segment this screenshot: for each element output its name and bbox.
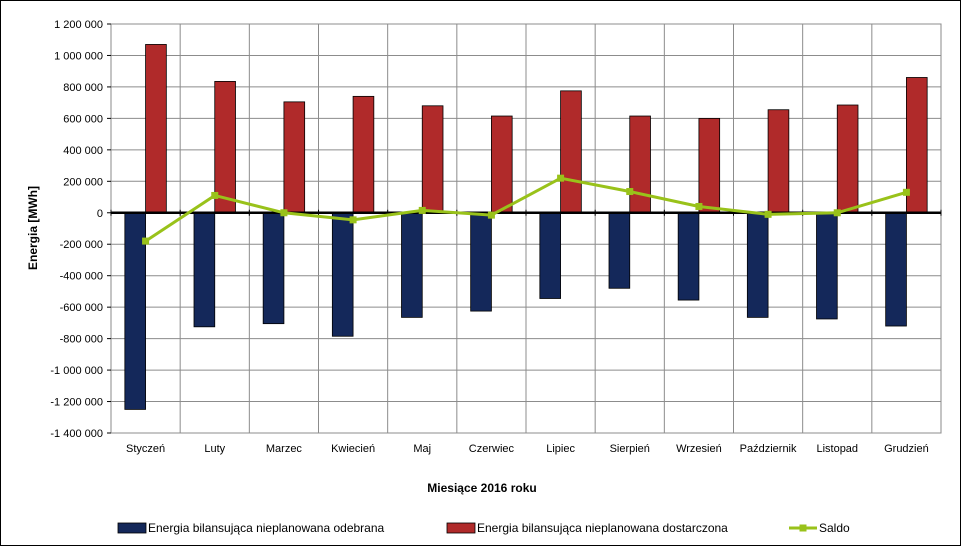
saldo-point [833, 209, 841, 217]
x-axis-title: Miesiące 2016 roku [427, 481, 536, 495]
y-tick-label: 800 000 [63, 82, 103, 94]
x-tick-label: Styczeń [126, 443, 165, 455]
saldo-point [280, 209, 288, 217]
y-tick-label: 200 000 [63, 176, 103, 188]
bar-odebrana [193, 212, 216, 328]
legend: Energia bilansująca nieplanowana odebran… [117, 521, 850, 535]
saldo-point [349, 216, 357, 224]
y-tick-labels: -1 400 000 -1 200 000 -1 000 000 -800 000 -6… [50, 19, 103, 440]
saldo-point [695, 202, 703, 210]
bar-odebrana [816, 212, 838, 320]
saldo-line [144, 176, 907, 243]
bar-dostarczona [145, 44, 167, 214]
saldo-point [211, 191, 219, 199]
y-axis-title: Energia [MWh] [26, 186, 40, 270]
x-tick-label: Grudzień [884, 443, 929, 455]
bar-odebrana [746, 212, 769, 318]
y-tick-label: -1 400 000 [50, 428, 103, 440]
bar-dostarczona [560, 90, 582, 214]
bar-odebrana [470, 212, 492, 312]
y-tick-label: -600 000 [60, 302, 103, 314]
y-tick-label: -800 000 [60, 334, 103, 346]
y-tick-label: 400 000 [63, 145, 103, 157]
saldo-point [487, 211, 495, 219]
legend-swatch-odebrana [117, 522, 147, 534]
saldo-point [418, 206, 426, 214]
bar-odebrana [885, 212, 907, 327]
y-tick-label: 1 200 000 [54, 19, 103, 31]
x-tick-label: Październik [740, 443, 797, 455]
x-tick-label: Kwiecień [331, 443, 375, 455]
y-tick-label: -1 200 000 [50, 397, 103, 409]
saldo-point [764, 210, 772, 218]
saldo-point [902, 188, 910, 196]
x-tick-labels: Styczeń Luty Marzec Kwiecień Maj Czerwiec Lipi… [126, 443, 929, 455]
y-tick-label: 0 [97, 208, 103, 220]
saldo-point [142, 237, 150, 245]
y-tick-label: -400 000 [60, 271, 103, 283]
bar-dostarczona [767, 109, 790, 214]
bar-odebrana [539, 212, 561, 299]
bar-dostarczona [836, 104, 859, 214]
grid [107, 23, 941, 434]
legend-label-dostarczona: Energia bilansująca nieplanowana dostarc… [477, 521, 728, 535]
legend-label-saldo: Saldo [819, 521, 850, 535]
y-tick-label: 1 000 000 [54, 50, 103, 62]
x-tick-label: Maj [413, 443, 431, 455]
bar-odebrana [331, 212, 354, 337]
bars [124, 44, 928, 410]
x-tick-label: Luty [204, 443, 225, 455]
saldo-point [557, 174, 565, 182]
saldo-point [626, 188, 634, 196]
legend-swatch-dostarczona [446, 522, 476, 534]
saldo-line-layer [142, 174, 910, 245]
y-tick-label: -200 000 [60, 239, 103, 251]
x-tick-label: Listopad [816, 443, 858, 455]
y-tick-label: -1 000 000 [50, 365, 103, 377]
bar-dostarczona [491, 115, 513, 214]
legend-marker-saldo [799, 524, 807, 532]
x-tick-label: Czerwiec [469, 443, 515, 455]
y-tick-label: 600 000 [63, 113, 103, 125]
x-tick-label: Marzec [266, 443, 303, 455]
bar-dostarczona [629, 115, 651, 214]
bar-dostarczona [698, 117, 721, 214]
x-tick-label: Lipiec [546, 443, 575, 455]
bar-odebrana [677, 212, 700, 301]
bar-odebrana [608, 212, 631, 289]
bar-dostarczona [421, 105, 444, 214]
bar-odebrana [401, 212, 423, 318]
bar-dostarczona [283, 101, 306, 214]
x-tick-label: Wrzesień [676, 443, 722, 455]
legend-label-odebrana: Energia bilansująca nieplanowana odebran… [148, 521, 385, 535]
x-tick-label: Sierpień [610, 443, 650, 455]
bar-dostarczona [352, 95, 375, 214]
bar-odebrana [262, 212, 285, 325]
